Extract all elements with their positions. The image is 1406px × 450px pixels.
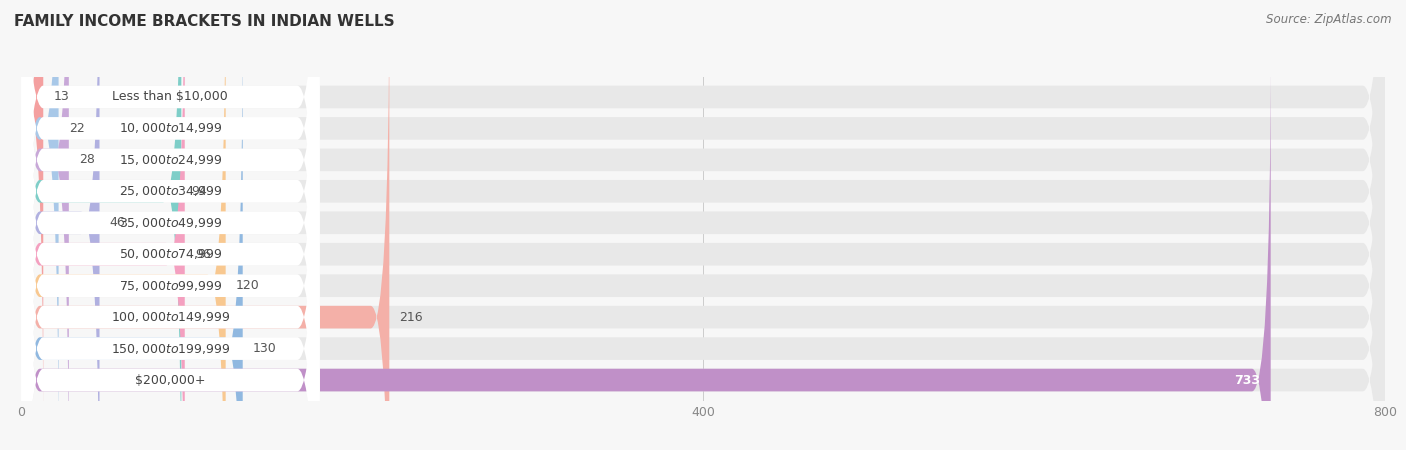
FancyBboxPatch shape (21, 0, 1385, 450)
Text: 22: 22 (69, 122, 84, 135)
Text: 130: 130 (253, 342, 277, 355)
Text: Source: ZipAtlas.com: Source: ZipAtlas.com (1267, 14, 1392, 27)
Text: $200,000+: $200,000+ (135, 374, 205, 387)
FancyBboxPatch shape (21, 0, 1385, 450)
Text: $15,000 to $24,999: $15,000 to $24,999 (118, 153, 222, 167)
FancyBboxPatch shape (21, 0, 319, 450)
FancyBboxPatch shape (21, 0, 1385, 450)
FancyBboxPatch shape (21, 0, 1385, 450)
Text: $75,000 to $99,999: $75,000 to $99,999 (118, 279, 222, 292)
Text: 13: 13 (53, 90, 69, 104)
FancyBboxPatch shape (21, 0, 1385, 450)
FancyBboxPatch shape (21, 0, 319, 450)
Text: $150,000 to $199,999: $150,000 to $199,999 (111, 342, 231, 356)
FancyBboxPatch shape (21, 0, 319, 450)
Text: 28: 28 (79, 153, 96, 166)
Text: 120: 120 (236, 279, 260, 292)
FancyBboxPatch shape (21, 0, 100, 450)
FancyBboxPatch shape (21, 0, 319, 450)
Text: Less than $10,000: Less than $10,000 (112, 90, 228, 104)
Text: $25,000 to $34,999: $25,000 to $34,999 (118, 184, 222, 198)
FancyBboxPatch shape (21, 0, 319, 450)
FancyBboxPatch shape (21, 0, 1385, 450)
Text: 216: 216 (399, 310, 423, 324)
FancyBboxPatch shape (21, 0, 319, 450)
Text: 46: 46 (110, 216, 125, 229)
FancyBboxPatch shape (21, 0, 225, 450)
FancyBboxPatch shape (21, 45, 1271, 450)
Text: $50,000 to $74,999: $50,000 to $74,999 (118, 247, 222, 261)
FancyBboxPatch shape (21, 0, 181, 450)
Text: 96: 96 (195, 248, 211, 261)
FancyBboxPatch shape (21, 0, 59, 450)
FancyBboxPatch shape (21, 0, 319, 450)
FancyBboxPatch shape (21, 0, 319, 450)
FancyBboxPatch shape (21, 0, 389, 450)
FancyBboxPatch shape (21, 0, 1385, 450)
Text: $100,000 to $149,999: $100,000 to $149,999 (111, 310, 231, 324)
FancyBboxPatch shape (21, 0, 69, 450)
FancyBboxPatch shape (21, 0, 319, 450)
Text: FAMILY INCOME BRACKETS IN INDIAN WELLS: FAMILY INCOME BRACKETS IN INDIAN WELLS (14, 14, 395, 28)
FancyBboxPatch shape (21, 0, 1385, 450)
FancyBboxPatch shape (21, 0, 1385, 450)
Text: 733: 733 (1234, 374, 1260, 387)
Text: $10,000 to $14,999: $10,000 to $14,999 (118, 122, 222, 135)
FancyBboxPatch shape (21, 0, 44, 432)
FancyBboxPatch shape (21, 0, 184, 450)
Text: $35,000 to $49,999: $35,000 to $49,999 (118, 216, 222, 230)
FancyBboxPatch shape (21, 0, 1385, 450)
FancyBboxPatch shape (21, 0, 319, 450)
FancyBboxPatch shape (21, 14, 243, 450)
Text: 94: 94 (191, 185, 207, 198)
